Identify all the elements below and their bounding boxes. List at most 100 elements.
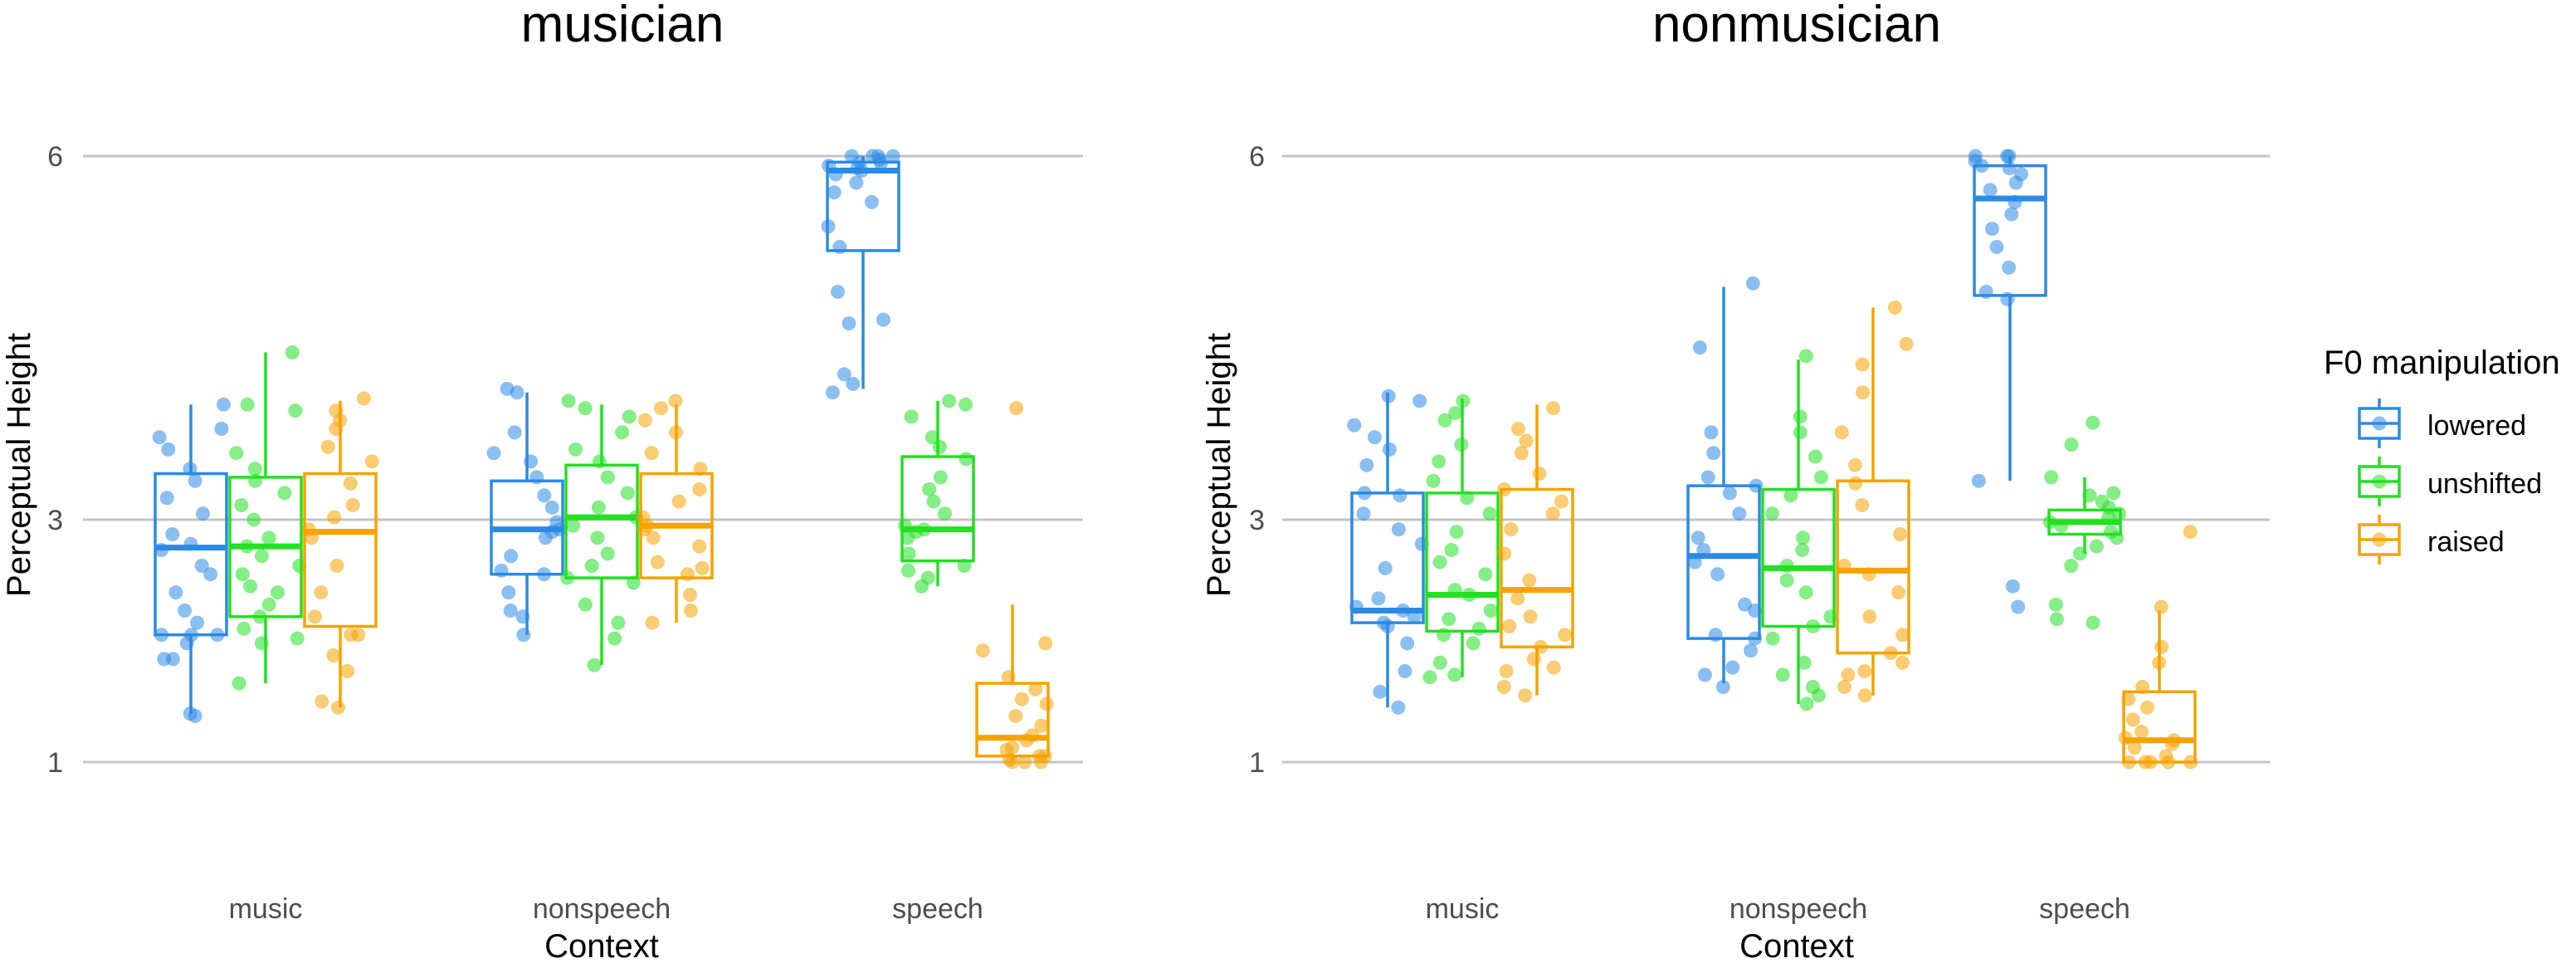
- point-musician-music-lowered-22: [214, 422, 229, 436]
- point-musician-nonspeech-unshifted-16: [615, 425, 630, 440]
- point-nonmusician-music-lowered-13: [1356, 506, 1371, 521]
- point-musician-music-unshifted-5: [261, 597, 276, 612]
- point-musician-music-raised-7: [314, 585, 329, 600]
- xtick-speech-nonmusician: speech: [2039, 893, 2130, 925]
- point-nonmusician-music-raised-9: [1510, 591, 1525, 606]
- point-musician-nonspeech-unshifted-7: [600, 546, 615, 561]
- x-axis-title-musician: Context: [544, 928, 659, 963]
- point-musician-nonspeech-unshifted-4: [626, 575, 641, 590]
- xtick-music-musician: music: [229, 893, 303, 925]
- point-musician-music-unshifted-20: [240, 397, 255, 412]
- point-nonmusician-speech-unshifted-17: [2064, 437, 2079, 452]
- point-musician-nonspeech-lowered-16: [507, 425, 522, 440]
- point-nonmusician-music-unshifted-14: [1482, 506, 1497, 521]
- point-nonmusician-music-raised-18: [1519, 433, 1534, 448]
- legend-label-lowered: lowered: [2427, 410, 2526, 442]
- point-nonmusician-speech-lowered-17: [2000, 149, 2015, 164]
- point-nonmusician-speech-raised-5: [2159, 749, 2174, 764]
- point-musician-music-unshifted-0: [232, 676, 246, 691]
- point-musician-music-unshifted-6: [270, 585, 285, 600]
- point-nonmusician-speech-unshifted-1: [2049, 612, 2064, 627]
- point-musician-music-lowered-10: [168, 585, 183, 600]
- point-nonmusician-speech-lowered-9: [2008, 194, 2022, 209]
- point-musician-music-raised-15: [320, 439, 335, 454]
- point-nonmusician-music-lowered-0: [1391, 700, 1406, 715]
- point-musician-music-raised-8: [329, 558, 344, 573]
- point-musician-speech-raised-7: [1005, 740, 1020, 755]
- point-musician-music-raised-10: [301, 522, 316, 537]
- point-nonmusician-nonspeech-unshifted-12: [1796, 530, 1811, 545]
- point-nonmusician-nonspeech-unshifted-15: [1813, 470, 1828, 485]
- point-musician-speech-unshifted-18: [942, 394, 957, 408]
- panel-musician: musician 1 3 6 music nonspeech speech Pe…: [1, 0, 1083, 963]
- point-musician-music-lowered-5: [184, 628, 199, 643]
- point-nonmusician-speech-lowered-10: [1983, 183, 1998, 198]
- point-nonmusician-music-lowered-12: [1391, 522, 1406, 537]
- point-nonmusician-nonspeech-lowered-0: [1715, 679, 1730, 694]
- y-axis-title-musician: Perceptual Height: [1, 333, 37, 597]
- point-musician-nonspeech-lowered-1: [515, 609, 530, 624]
- point-nonmusician-music-raised-16: [1532, 467, 1547, 482]
- point-musician-music-raised-13: [343, 476, 358, 491]
- point-musician-nonspeech-lowered-5: [494, 563, 509, 578]
- point-nonmusician-speech-unshifted-14: [2082, 488, 2097, 503]
- point-musician-speech-lowered-5: [830, 285, 845, 300]
- point-nonmusician-music-lowered-14: [1393, 488, 1408, 503]
- point-nonmusician-speech-raised-11: [2125, 712, 2140, 727]
- legend-key-lowered: [2358, 398, 2401, 448]
- point-nonmusician-music-lowered-20: [1412, 394, 1427, 408]
- point-nonmusician-music-unshifted-16: [1426, 473, 1441, 488]
- marks-nonmusician: [1347, 149, 2198, 770]
- point-musician-music-unshifted-14: [234, 497, 249, 512]
- point-musician-music-unshifted-15: [277, 486, 292, 501]
- point-musician-speech-lowered-8: [864, 194, 879, 209]
- point-nonmusician-nonspeech-raised-17: [1855, 357, 1870, 372]
- point-musician-music-lowered-12: [194, 558, 209, 573]
- point-musician-speech-raised-13: [1014, 692, 1029, 706]
- point-nonmusician-music-unshifted-11: [1432, 555, 1447, 569]
- group-nonmusician-nonspeech-raised: [1834, 301, 1914, 703]
- point-musician-music-lowered-11: [203, 567, 218, 582]
- ytick-1-musician: 1: [47, 747, 63, 779]
- point-musician-nonspeech-lowered-11: [544, 500, 559, 515]
- point-nonmusician-speech-lowered-13: [2002, 161, 2017, 176]
- point-musician-music-lowered-19: [183, 462, 198, 477]
- point-musician-music-unshifted-1: [254, 636, 269, 651]
- point-musician-music-unshifted-3: [237, 621, 251, 636]
- point-musician-music-lowered-8: [190, 615, 205, 630]
- point-musician-music-raised-1: [315, 694, 329, 709]
- point-nonmusician-nonspeech-unshifted-11: [1795, 543, 1810, 557]
- point-nonmusician-nonspeech-unshifted-17: [1793, 425, 1808, 440]
- point-nonmusician-music-raised-1: [1496, 679, 1511, 694]
- legend: F0 manipulation lowered unshifted raised: [2324, 345, 2560, 565]
- point-nonmusician-music-lowered-17: [1382, 442, 1397, 457]
- ytick-3-musician: 3: [47, 505, 63, 536]
- point-musician-speech-lowered-19: [886, 149, 900, 164]
- point-musician-music-lowered-23: [216, 397, 231, 412]
- point-nonmusician-speech-raised-8: [2166, 733, 2181, 748]
- point-nonmusician-music-raised-7: [1502, 618, 1517, 633]
- point-musician-music-unshifted-2: [290, 631, 305, 646]
- panel-nonmusician: nonmusician 1 3 6 music nonspeech speech…: [1201, 0, 2270, 963]
- point-nonmusician-nonspeech-lowered-2: [1725, 660, 1740, 675]
- point-musician-speech-unshifted-13: [959, 452, 973, 467]
- point-musician-music-raised-18: [329, 403, 344, 418]
- point-musician-music-unshifted-16: [248, 473, 263, 488]
- group-nonmusician-nonspeech-unshifted: [1761, 349, 1838, 711]
- point-nonmusician-music-lowered-19: [1347, 418, 1362, 433]
- point-musician-nonspeech-raised-1: [683, 604, 698, 618]
- point-nonmusician-nonspeech-raised-15: [1834, 425, 1849, 440]
- point-nonmusician-speech-raised-0: [2121, 755, 2136, 770]
- point-nonmusician-speech-unshifted-3: [2064, 558, 2079, 573]
- point-musician-speech-unshifted-14: [932, 439, 947, 454]
- point-nonmusician-music-unshifted-6: [1442, 612, 1456, 627]
- point-musician-music-unshifted-13: [246, 512, 261, 527]
- point-musician-speech-unshifted-17: [959, 397, 973, 412]
- point-nonmusician-nonspeech-raised-0: [1857, 688, 1872, 703]
- point-nonmusician-music-lowered-10: [1378, 560, 1393, 575]
- point-nonmusician-nonspeech-lowered-17: [1704, 425, 1719, 440]
- point-nonmusician-music-raised-10: [1522, 573, 1537, 588]
- group-nonmusician-music-unshifted: [1422, 394, 1500, 685]
- point-nonmusician-music-raised-0: [1518, 688, 1533, 703]
- point-musician-music-lowered-16: [195, 506, 210, 521]
